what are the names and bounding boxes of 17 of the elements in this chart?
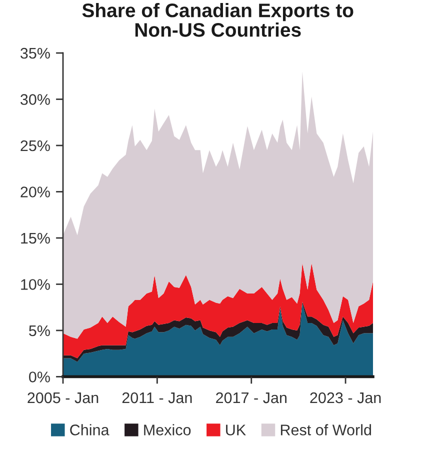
x-tick-label: 2017 - Jan xyxy=(216,392,286,404)
x-tick-label: 2023 - Jan xyxy=(310,392,381,404)
chart-title: Share of Canadian Exports to Non-US Countries xyxy=(82,3,354,37)
legend-label: UK xyxy=(226,424,246,436)
legend-label: Mexico xyxy=(144,424,191,436)
y-tick-label: 5% xyxy=(29,325,50,336)
y-tick-label: 25% xyxy=(20,140,50,152)
x-tick-label: 2011 - Jan xyxy=(122,392,192,404)
x-tick-label: 2005 - Jan xyxy=(28,392,98,404)
y-tick-label: 0% xyxy=(29,372,50,382)
y-tick-label: 35% xyxy=(20,48,50,59)
y-tick-label: 20% xyxy=(20,186,50,198)
legend-label: China xyxy=(70,424,110,436)
legend-label: Rest of World xyxy=(280,424,371,436)
y-tick-label: 30% xyxy=(20,94,50,105)
y-tick-label: 10% xyxy=(21,279,50,290)
y-tick-label: 15% xyxy=(21,232,50,244)
